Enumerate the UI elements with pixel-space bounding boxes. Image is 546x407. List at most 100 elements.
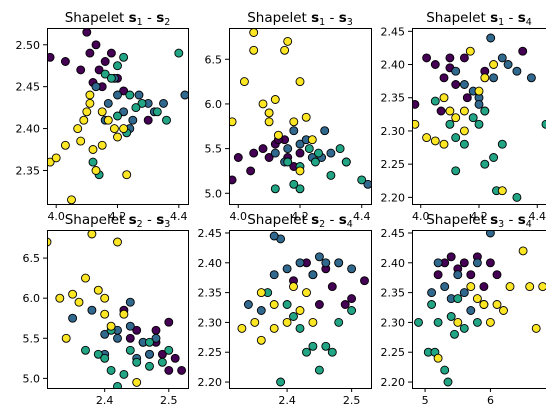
subplot-3: 4.0 4.2 4.4 2.20 2.25 2.30 2.35 2.40 2.45 Shapele… xyxy=(381,10,546,223)
point-g1-6 xyxy=(314,300,324,309)
point-g2-3 xyxy=(453,270,463,280)
y-tick-label: 5.5 xyxy=(205,143,223,156)
point-g2-9 xyxy=(289,126,299,136)
point-g1-8 xyxy=(295,148,305,158)
y-tick-label: 2.25 xyxy=(198,346,223,359)
point-g3-5 xyxy=(321,341,331,351)
point-g4-11 xyxy=(531,323,541,333)
point-g4-13 xyxy=(61,333,71,343)
x-tick-label: 4.4 xyxy=(170,210,188,223)
point-g3-14 xyxy=(162,115,171,125)
point-g4-3 xyxy=(68,289,78,299)
y-tick-label: 5.0 xyxy=(205,187,223,200)
point-g3-9 xyxy=(295,184,305,194)
point-g4-7 xyxy=(302,288,311,298)
point-g2-7 xyxy=(326,148,336,158)
point-g4-13 xyxy=(109,124,119,134)
point-g3-1 xyxy=(414,317,423,327)
point-g4-10 xyxy=(480,73,490,83)
point-g2-9 xyxy=(347,264,357,274)
point-g3-2 xyxy=(282,300,292,309)
point-g1-1 xyxy=(47,52,55,62)
point-g1-5 xyxy=(360,276,369,286)
point-g4-2 xyxy=(453,317,463,327)
point-g2-8 xyxy=(503,60,513,69)
point-g4-12 xyxy=(132,377,142,387)
point-g2-2 xyxy=(87,305,97,315)
point-g4-8 xyxy=(465,46,475,56)
point-g3-12 xyxy=(289,179,299,189)
point-g4-6 xyxy=(451,113,461,123)
point-g3-7 xyxy=(145,361,154,371)
point-g3-3 xyxy=(100,353,110,363)
point-g4-2 xyxy=(239,77,249,87)
scatter-points xyxy=(414,230,546,387)
point-g2-9 xyxy=(512,66,522,76)
point-g2-10 xyxy=(526,73,536,83)
point-g1-5 xyxy=(485,258,495,268)
point-g4-9 xyxy=(106,321,116,331)
y-tick-label: 5.0 xyxy=(23,372,41,385)
point-g1-11 xyxy=(177,365,187,375)
point-g1-4 xyxy=(82,28,92,37)
point-g4-18 xyxy=(76,136,86,146)
point-g3-4 xyxy=(310,157,320,167)
point-g3-9 xyxy=(113,111,122,121)
y-tick-label: 2.25 xyxy=(381,158,406,171)
x-tick-label: 4.2 xyxy=(291,210,309,223)
point-g4-7 xyxy=(459,106,469,116)
point-g2-1 xyxy=(68,313,78,323)
point-g1-2 xyxy=(249,148,259,158)
point-g4-3 xyxy=(60,140,70,150)
point-g3-12 xyxy=(446,312,456,321)
point-g4-2 xyxy=(55,293,65,303)
axes-frame xyxy=(412,230,546,389)
point-g3-2 xyxy=(106,73,116,83)
point-g4-10 xyxy=(256,335,266,345)
point-g1-10 xyxy=(518,46,528,56)
point-g3-6 xyxy=(137,98,147,108)
point-g2-1 xyxy=(243,300,253,309)
point-g1-9 xyxy=(100,57,110,66)
y-tick-label: 6.0 xyxy=(23,292,41,305)
point-g2-3 xyxy=(295,139,305,149)
y-tick-label: 2.45 xyxy=(198,227,223,240)
point-g1-1 xyxy=(433,270,443,280)
point-g3-9 xyxy=(453,294,463,304)
point-g4-7 xyxy=(82,107,92,117)
point-g4-10 xyxy=(91,166,101,175)
chart-title: Shapelet s2 - s4 xyxy=(247,212,353,230)
point-g3-12 xyxy=(347,306,357,315)
point-g4-5 xyxy=(282,317,292,327)
point-g4-11 xyxy=(97,140,107,150)
axes-frame xyxy=(229,230,372,389)
point-g3-4 xyxy=(106,365,116,375)
point-g3-6 xyxy=(341,157,351,167)
point-g1-4 xyxy=(439,73,449,83)
point-g2-2 xyxy=(103,98,113,108)
point-g3-6 xyxy=(132,357,142,367)
point-g1-8 xyxy=(479,282,489,292)
point-g3-11 xyxy=(289,312,298,321)
subplot-4: 2.4 2.5 5.0 5.5 6.0 6.5 Shapelet s2 - s3 xyxy=(23,212,189,407)
x-tick-label: 4.2 xyxy=(109,210,127,223)
point-g1-1 xyxy=(412,99,420,109)
point-g1-1 xyxy=(125,333,135,343)
point-g4-10 xyxy=(113,237,122,247)
point-g3-11 xyxy=(335,144,345,154)
point-g2-9 xyxy=(113,333,122,343)
point-g2-7 xyxy=(321,258,331,268)
point-g4-4 xyxy=(249,45,259,55)
point-g4-3 xyxy=(249,28,259,37)
point-g2-3 xyxy=(269,270,279,280)
point-g4-9 xyxy=(88,145,98,154)
y-tick-label: 2.50 xyxy=(16,39,41,52)
axes-frame xyxy=(229,28,372,205)
point-g1-7 xyxy=(466,270,476,280)
x-tick-label: 2.5 xyxy=(160,394,178,407)
point-g1-8 xyxy=(445,53,455,63)
point-g3-1 xyxy=(100,69,110,79)
point-g2-6 xyxy=(308,270,318,280)
point-g3-11 xyxy=(427,300,437,309)
